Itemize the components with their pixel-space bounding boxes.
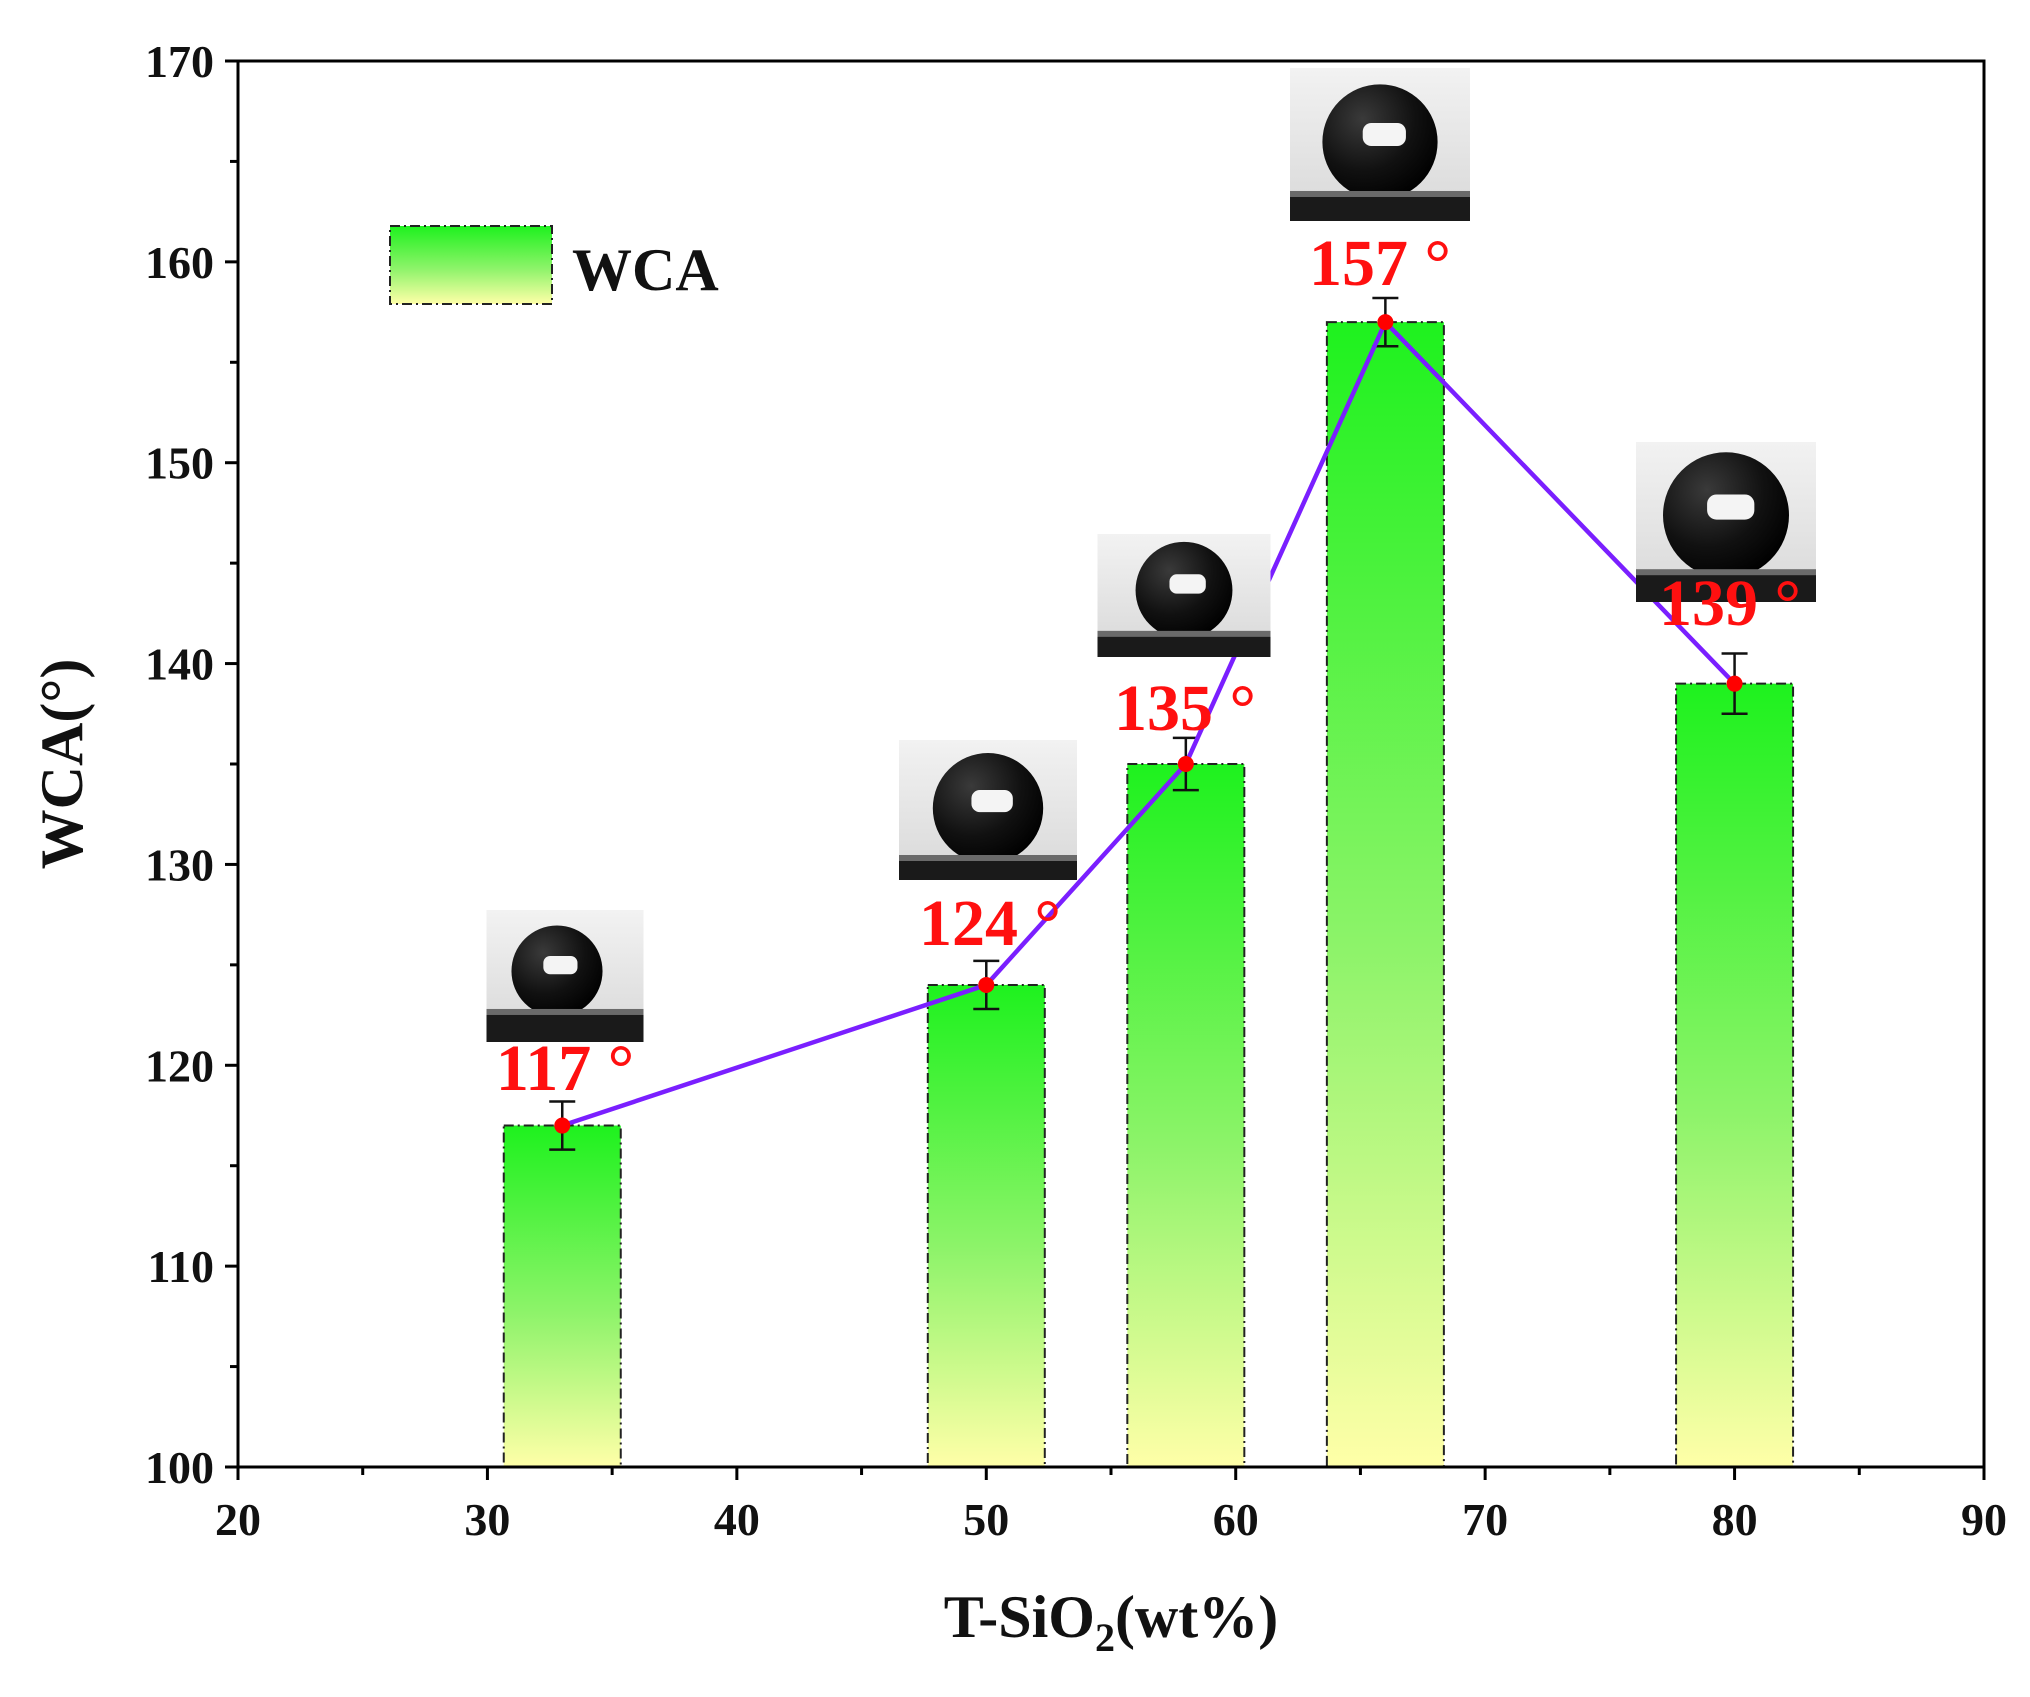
value-annotations-group: 117 ° 124 ° 135 ° 157 ° 139 ° xyxy=(496,227,1801,1105)
x-tick-label: 20 xyxy=(215,1494,261,1545)
y-tick-label: 110 xyxy=(148,1241,214,1292)
value-label-58: 135 ° xyxy=(1114,672,1256,745)
y-tick-label: 100 xyxy=(145,1442,214,1493)
y-tick-label: 120 xyxy=(145,1040,214,1091)
data-point-50 xyxy=(978,976,995,993)
legend: WCA xyxy=(389,225,719,305)
x-tick-label: 40 xyxy=(714,1494,760,1545)
droplet-image-66 xyxy=(1290,68,1470,221)
y-tick-label: 170 xyxy=(145,36,214,87)
legend-label: WCA xyxy=(572,237,719,303)
bar-66 xyxy=(1325,321,1445,1469)
droplet-highlight xyxy=(1362,122,1406,147)
substrate-edge xyxy=(1636,569,1816,576)
value-label-80: 139 ° xyxy=(1659,567,1801,640)
substrate-surface xyxy=(1097,634,1271,657)
value-label-33: 117 ° xyxy=(496,1032,634,1105)
substrate-edge xyxy=(1290,190,1470,197)
value-label-66: 157 ° xyxy=(1309,227,1451,300)
x-tick-label: 80 xyxy=(1712,1494,1758,1545)
y-axis-label: WCA(°) xyxy=(29,659,95,870)
droplet-image-80 xyxy=(1636,442,1816,602)
data-point-58 xyxy=(1177,756,1194,772)
droplet-highlight xyxy=(1169,574,1206,594)
bar-50 xyxy=(926,983,1046,1468)
x-tick-label: 90 xyxy=(1961,1494,2007,1545)
x-tick-label: 30 xyxy=(464,1494,510,1545)
substrate-surface xyxy=(486,1012,644,1042)
droplet-image-50 xyxy=(899,740,1077,880)
x-tick-label: 50 xyxy=(963,1494,1009,1545)
droplet-image-58 xyxy=(1097,534,1271,657)
droplet-image-33 xyxy=(486,910,644,1042)
y-tick-label: 160 xyxy=(145,237,214,288)
axis-labels-group: WCA(°) T-SiO2(wt%) xyxy=(29,659,1278,1660)
x-axis-label: T-SiO2(wt%) xyxy=(944,1584,1278,1660)
substrate-edge xyxy=(486,1008,644,1015)
axis-ticks: 20 30 40 50 60 70 80 90 100 110 120 130 140 150 160 170 xyxy=(145,36,2007,1545)
data-point-33 xyxy=(554,1117,571,1134)
bar-58 xyxy=(1126,763,1246,1468)
data-points-group xyxy=(554,314,1743,1134)
substrate-surface xyxy=(1290,194,1470,221)
bar-33 xyxy=(502,1124,622,1468)
droplet-highlight xyxy=(543,956,578,975)
data-point-80 xyxy=(1726,675,1743,692)
substrate-edge xyxy=(899,855,1077,861)
substrate-edge xyxy=(1097,630,1271,637)
y-tick-label: 140 xyxy=(145,639,214,690)
droplet-highlight xyxy=(971,790,1013,813)
value-label-50: 124 ° xyxy=(919,887,1061,960)
bars-group xyxy=(502,321,1795,1469)
droplet-images-group xyxy=(486,68,1816,1042)
y-tick-label: 150 xyxy=(145,438,214,489)
y-tick-label: 130 xyxy=(145,839,214,890)
legend-swatch xyxy=(389,225,553,305)
droplet-highlight xyxy=(1707,494,1755,520)
substrate-surface xyxy=(899,859,1077,880)
x-tick-label: 60 xyxy=(1213,1494,1259,1545)
substrate-surface xyxy=(1636,573,1816,602)
x-tick-label: 70 xyxy=(1462,1494,1508,1545)
bar-80 xyxy=(1675,682,1795,1468)
data-point-66 xyxy=(1377,314,1394,331)
